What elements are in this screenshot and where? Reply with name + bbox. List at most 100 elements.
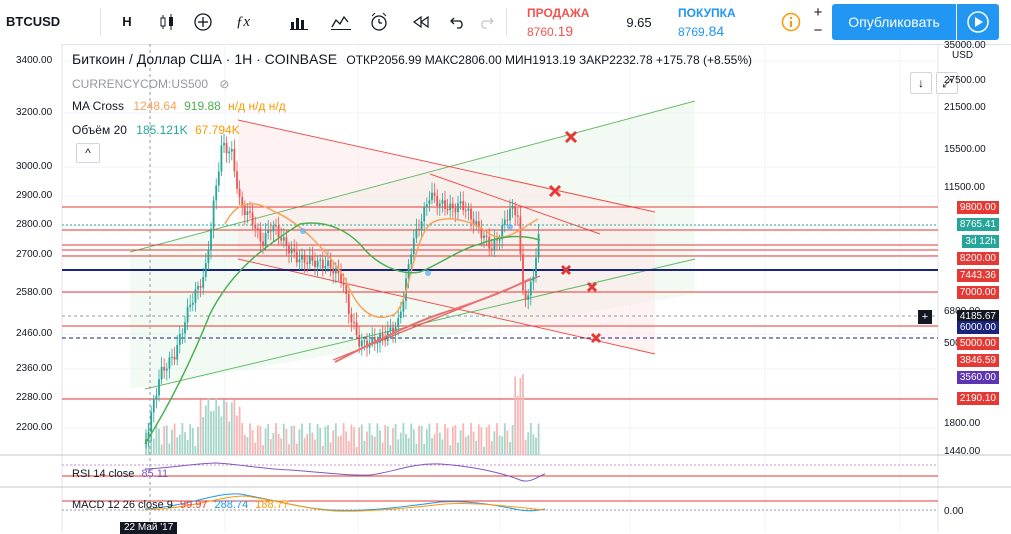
candle-body — [246, 211, 249, 215]
volume-bar — [438, 432, 441, 455]
candle-body — [189, 304, 192, 308]
right-axis-label: 1800.00 — [944, 418, 981, 429]
replay-icon[interactable] — [406, 8, 436, 36]
candle-body — [353, 322, 355, 324]
volume-bar — [202, 416, 205, 455]
volume-bar — [381, 442, 384, 455]
publish-button[interactable]: Опубликовать — [832, 4, 956, 40]
fullscreen-icon[interactable]: ⤢ — [936, 72, 958, 94]
eye-hidden-icon[interactable]: ⊘ — [219, 77, 230, 91]
candles-icon[interactable] — [152, 8, 182, 36]
indicators-icon[interactable]: ƒx — [235, 14, 251, 30]
candle-body — [475, 221, 478, 226]
candle-body — [215, 185, 218, 201]
volume-bar — [314, 439, 316, 455]
candle-body — [449, 203, 452, 211]
candle-body — [267, 229, 270, 233]
volume-bar — [251, 430, 254, 455]
volume-bar — [389, 445, 392, 455]
macd-legend[interactable]: MACD 12 26 close 9 99.97 288.74 188.77 — [72, 499, 289, 511]
scroll-to-bottom-icon[interactable]: ↓ — [910, 72, 932, 94]
macd-value-2: 288.74 — [214, 499, 249, 511]
left-axis-label: 2800.00 — [16, 219, 53, 230]
candle-body — [410, 254, 413, 265]
add-compare-icon[interactable] — [188, 8, 218, 36]
volume-bar — [490, 441, 493, 455]
buy-button[interactable]: ПОКУПКА 8769.84 — [672, 3, 772, 41]
symbol-search[interactable]: BTCUSD — [6, 14, 61, 29]
volume-bar — [524, 439, 527, 455]
interval-button[interactable]: H — [122, 14, 132, 29]
candle-body — [249, 211, 251, 213]
alert-icon[interactable] — [364, 8, 394, 36]
volume-bar — [371, 435, 374, 455]
candle-body — [155, 395, 158, 400]
collapse-legend-button[interactable]: ^ — [76, 143, 100, 163]
ma-cross-legend[interactable]: MA Cross 1248.64 919.88 н/д н/д н/д — [72, 99, 286, 113]
volume-bar — [160, 444, 163, 455]
redo-icon[interactable] — [472, 8, 502, 36]
volume-bar — [457, 442, 459, 455]
left-axis-label: 3200.00 — [16, 107, 53, 118]
currency-label[interactable]: USD — [952, 50, 974, 61]
price-chart[interactable] — [0, 44, 1011, 532]
price-label-9800: 9800.00 — [956, 201, 999, 214]
volume-bar — [295, 443, 298, 455]
play-button[interactable] — [957, 4, 999, 40]
candle-body — [225, 142, 228, 154]
quantity-minus-button[interactable]: − — [813, 22, 823, 39]
strategies-icon[interactable] — [326, 8, 356, 36]
volume-legend[interactable]: Объём 20 185.121K 67.794K — [72, 123, 240, 137]
right-axis-label: 0.00 — [944, 506, 964, 517]
add-level-button[interactable]: + — [918, 310, 932, 324]
candle-body — [503, 219, 506, 226]
volume-bar — [332, 430, 335, 455]
volume-bar — [506, 430, 509, 455]
undo-icon[interactable] — [442, 8, 472, 36]
info-icon[interactable] — [776, 8, 806, 36]
volume-bar — [527, 432, 530, 455]
volume-bar — [449, 445, 452, 455]
candle-body — [199, 285, 202, 288]
quantity-plus-button[interactable]: + — [813, 4, 823, 21]
candle-body — [537, 233, 540, 258]
volume-bar — [392, 428, 394, 455]
candle-body — [444, 200, 446, 210]
candle-body — [363, 340, 366, 342]
volume-bar — [376, 423, 379, 455]
candle-body — [402, 300, 405, 312]
sell-price-suffix: .19 — [553, 23, 574, 39]
candle-body — [165, 368, 168, 371]
candle-body — [295, 251, 298, 263]
sell-price-prefix: 8760 — [527, 25, 554, 39]
candle-body — [373, 337, 376, 344]
templates-icon[interactable] — [284, 8, 314, 36]
candle-body — [459, 201, 462, 204]
volume-bar — [165, 425, 168, 455]
candle-body — [389, 327, 392, 332]
volume-bar — [259, 426, 262, 455]
volume-bar — [511, 424, 514, 455]
candle-body — [360, 340, 363, 347]
candle-body — [496, 239, 498, 241]
candle-body — [340, 273, 342, 283]
right-axis-label: 35000.00 — [944, 40, 986, 51]
sell-button[interactable]: ПРОДАЖА 8760.19 — [517, 3, 617, 41]
candle-body — [275, 225, 277, 227]
ma-cross-value-2: 919.88 — [184, 99, 221, 113]
volume-bar — [288, 444, 290, 455]
volume-bar — [308, 423, 311, 455]
rsi-value: 85.11 — [141, 468, 169, 480]
candle-body — [519, 216, 522, 255]
volume-bar — [163, 426, 166, 455]
candle-body — [371, 337, 374, 343]
rsi-legend[interactable]: RSI 14 close 85.11 — [72, 468, 168, 480]
volume-bar — [475, 440, 478, 455]
volume-bar — [269, 439, 272, 455]
candle-body — [191, 302, 194, 305]
volume-value-2: 67.794K — [195, 123, 240, 137]
volume-bar — [155, 423, 158, 455]
volume-bar — [444, 423, 446, 455]
volume-bar — [181, 423, 184, 455]
candle-body — [319, 259, 322, 261]
